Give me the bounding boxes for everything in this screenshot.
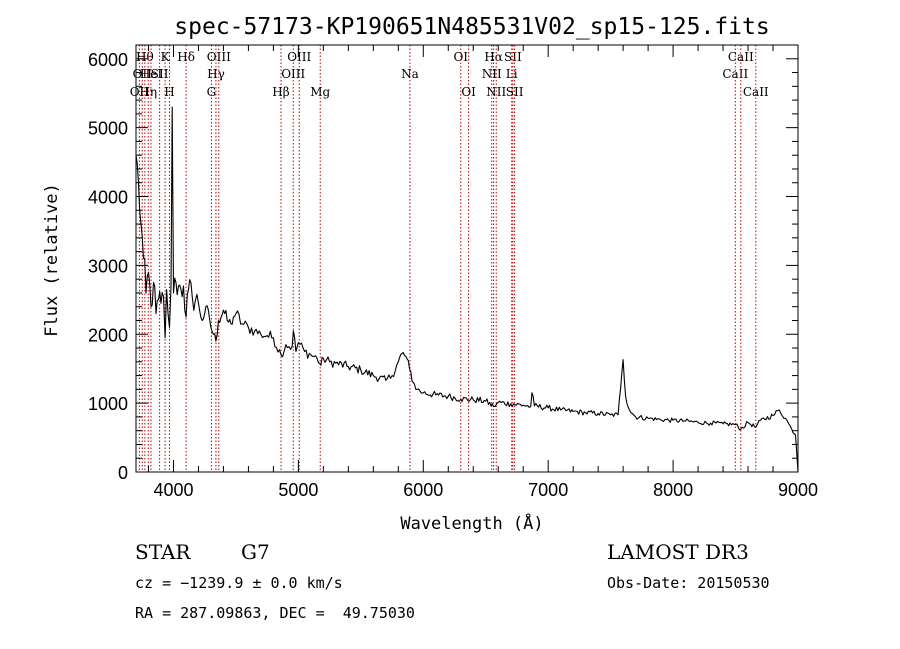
line-marker-label: Na	[401, 67, 419, 81]
line-marker-label: Hγ	[207, 67, 225, 81]
line-marker-label: Li	[506, 67, 518, 81]
x-tick-label: 4000	[153, 480, 193, 500]
x-tick-label: 8000	[653, 480, 693, 500]
line-marker-label: Mg	[310, 85, 330, 99]
line-marker-label: NII	[482, 67, 502, 81]
line-marker-label: G	[207, 85, 217, 99]
line-marker-label: OIII	[287, 50, 311, 64]
obs-date: Obs-Date: 20150530	[607, 574, 770, 592]
line-marker-label: CaII	[743, 85, 769, 99]
line-marker-label: SII	[151, 67, 169, 81]
y-axis-label: Flux (relative)	[42, 183, 62, 337]
line-marker-label: OI	[453, 50, 468, 64]
line-marker-label: Hθ	[136, 50, 154, 64]
spectrum-plot-area	[135, 106, 799, 473]
emission-line-markers: OIIOIIHθHηHeISIIKHHδGHγOIIIHβOIIIOIIIMgN…	[130, 45, 769, 472]
line-marker-label: K	[161, 50, 171, 64]
line-marker-label: OI	[461, 85, 476, 99]
line-marker-label: OIII	[281, 67, 305, 81]
line-marker-label: Hδ	[177, 50, 195, 64]
x-tick-label: 6000	[403, 480, 443, 500]
line-marker-label: CaII	[728, 50, 754, 64]
line-marker-label: Hη	[139, 85, 157, 99]
y-tick-label: 0	[118, 463, 128, 483]
x-axis-label: Wavelength (Å)	[400, 512, 543, 534]
object-subclass: G7	[241, 540, 270, 564]
y-tick-label: 1000	[88, 394, 128, 414]
chart-title: spec-57173-KP190651N485531V02_sp15-125.f…	[174, 14, 769, 40]
line-marker-label: CaII	[722, 67, 748, 81]
spectrum-series-line	[135, 106, 799, 473]
y-tick-label: 4000	[88, 188, 128, 208]
y-tick-label: 6000	[88, 50, 128, 70]
axis-ticks: 4000 5000 6000 7000 8000 9000 0 1000 2000 3000 400…	[88, 44, 818, 500]
y-tick-label: 2000	[88, 325, 128, 345]
line-marker-label: NII	[486, 85, 506, 99]
line-marker-label: H	[164, 85, 174, 99]
line-marker-label: SII	[504, 50, 522, 64]
plot-frame	[135, 44, 799, 473]
x-tick-label: 5000	[278, 480, 318, 500]
line-marker-label: HeI	[140, 67, 163, 81]
line-marker-label: OIII	[207, 50, 231, 64]
coordinates: RA = 287.09863, DEC = 49.75030	[135, 604, 415, 622]
y-tick-label: 5000	[88, 119, 128, 139]
redshift-readout: cz = −1239.9 ± 0.0 km/s	[135, 574, 343, 592]
line-marker-label: SII	[506, 85, 524, 99]
x-tick-label: 9000	[778, 480, 818, 500]
survey-name: LAMOST DR3	[607, 540, 749, 564]
line-marker-label: OII	[133, 67, 153, 81]
x-tick-label: 7000	[528, 480, 568, 500]
object-class: STAR	[135, 540, 191, 564]
y-tick-label: 3000	[88, 256, 128, 276]
line-marker-label: Hα	[484, 50, 503, 64]
line-marker-label: Hβ	[272, 85, 289, 99]
